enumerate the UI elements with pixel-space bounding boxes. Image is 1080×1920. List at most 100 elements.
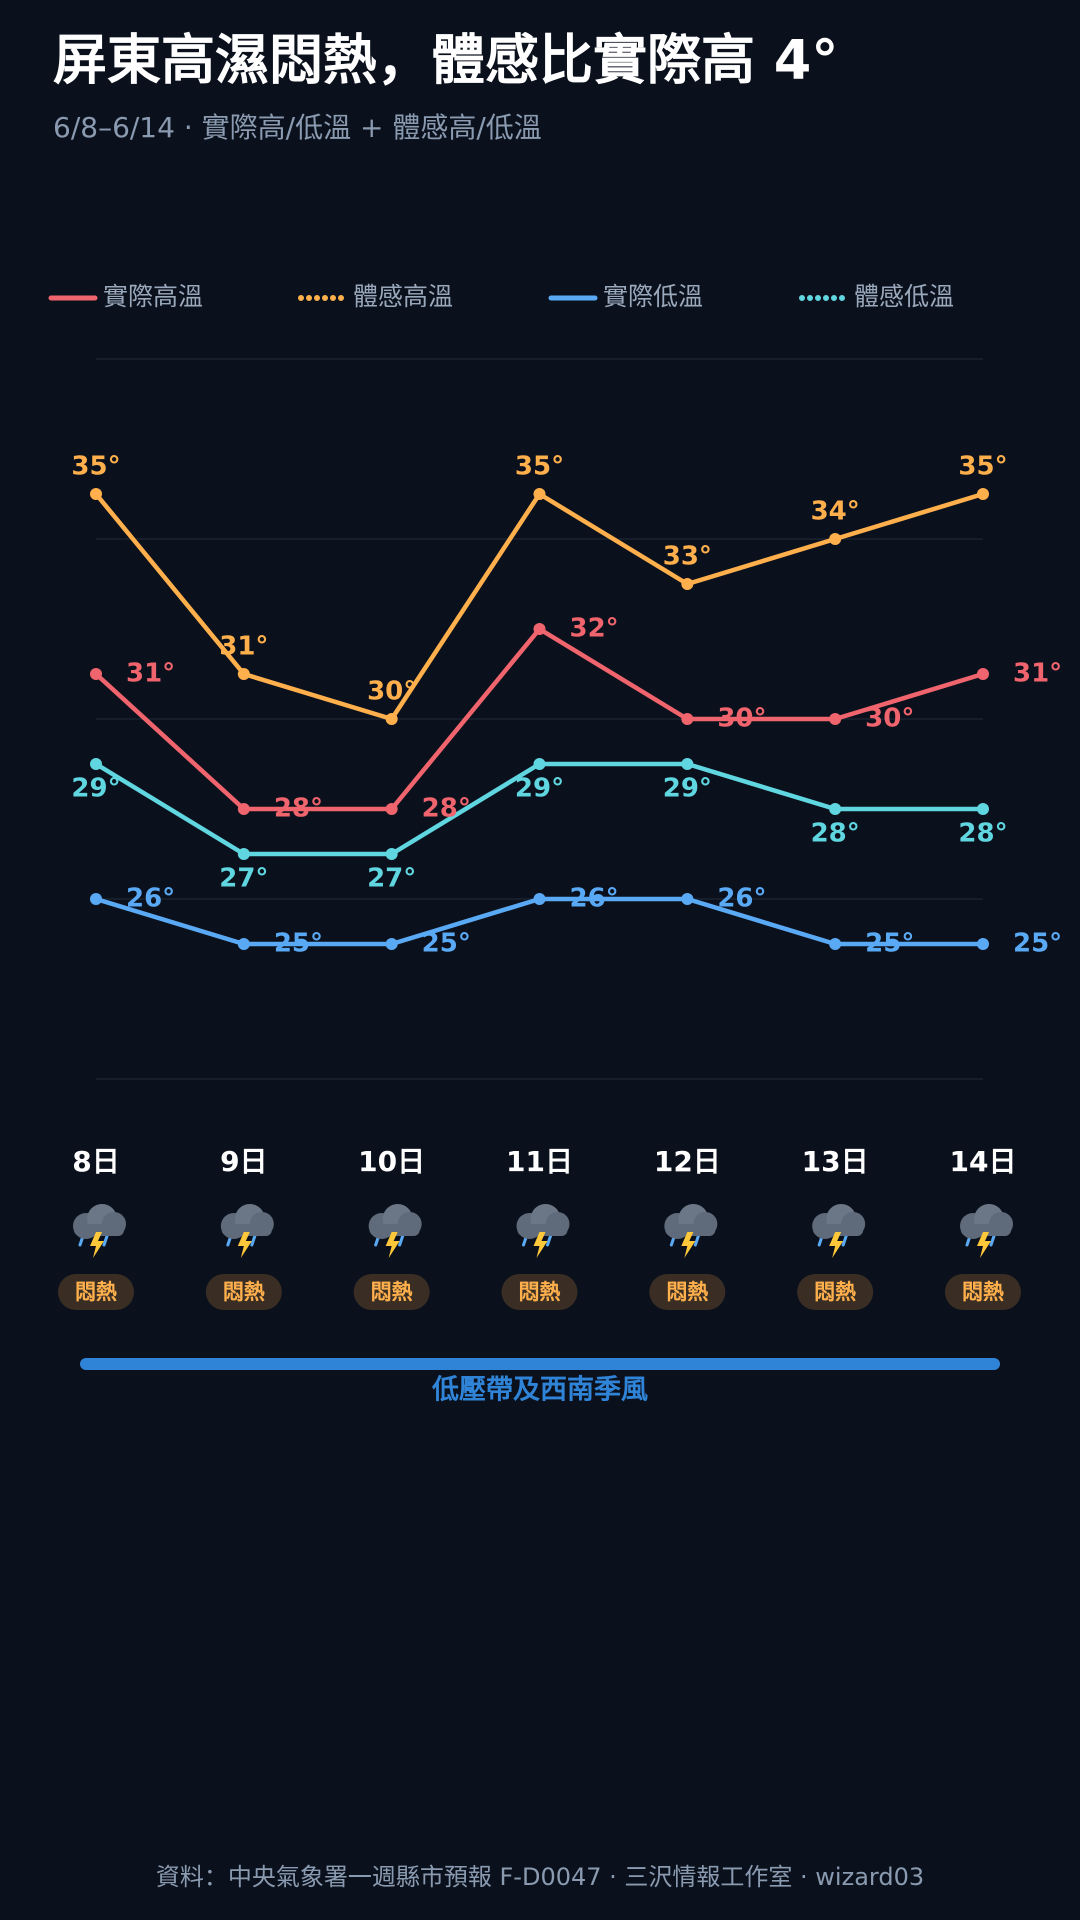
cloud: [221, 1224, 272, 1236]
condition-label: 悶熱: [962, 1280, 1004, 1304]
value-label: 35°: [515, 452, 564, 482]
condition-label: 悶熱: [75, 1280, 117, 1304]
data-point: [237, 803, 250, 815]
lightning: [681, 1232, 696, 1258]
condition-badge: [945, 1274, 1021, 1310]
condition-badge: [649, 1274, 726, 1310]
data-point: [90, 758, 102, 770]
condition-badge: [797, 1274, 874, 1310]
value-label: 27°: [219, 864, 268, 894]
legend-label: 實際低溫: [603, 282, 703, 311]
value-label: 25°: [865, 929, 914, 959]
value-label: 31°: [219, 632, 268, 662]
cloud: [961, 1224, 1011, 1236]
data-point: [90, 488, 102, 500]
cloud: [74, 1224, 124, 1236]
value-label: 27°: [367, 864, 416, 894]
lightning: [829, 1232, 844, 1258]
value-label: 34°: [811, 497, 860, 527]
legend-label: 體感高溫: [353, 282, 453, 311]
value-label: 35°: [958, 452, 1007, 482]
value-label: 31°: [1013, 659, 1062, 689]
x-tick-label: 9日: [220, 1145, 267, 1178]
lightning: [977, 1232, 991, 1258]
data-point: [385, 938, 398, 950]
data-point: [977, 668, 989, 680]
data-point: [681, 893, 694, 905]
data-point: [90, 668, 102, 680]
condition-badge: [58, 1274, 134, 1310]
weather-icon: [368, 1204, 422, 1258]
cloud: [665, 1224, 716, 1236]
x-tick-label: 11日: [506, 1145, 573, 1178]
value-label: 28°: [958, 819, 1007, 849]
value-label: 29°: [515, 774, 564, 804]
value-label: 25°: [274, 929, 323, 959]
condition-label: 悶熱: [371, 1280, 413, 1304]
data-point: [90, 893, 102, 905]
x-tick-label: 14日: [950, 1145, 1017, 1178]
legend-label: 體感低溫: [854, 282, 954, 311]
weather-icon: [812, 1204, 866, 1258]
data-point: [237, 848, 250, 860]
data-point: [385, 803, 398, 815]
data-point: [533, 893, 546, 905]
value-label: 31°: [126, 659, 175, 689]
data-point: [829, 713, 842, 725]
condition-badge: [205, 1274, 282, 1310]
value-label: 29°: [663, 774, 712, 804]
legend-label: 實際高溫: [103, 282, 203, 311]
value-label: 26°: [126, 884, 175, 914]
data-point: [681, 758, 694, 770]
value-label: 29°: [71, 774, 120, 804]
weather-icon: [960, 1204, 1013, 1258]
data-point: [533, 758, 546, 770]
data-point: [829, 938, 842, 950]
lightning: [237, 1232, 252, 1258]
weather-icon: [664, 1204, 718, 1258]
data-point: [237, 668, 250, 680]
value-label: 30°: [717, 704, 766, 734]
series-line: [94, 491, 984, 722]
data-point: [385, 713, 398, 725]
band-label: 低壓帶及西南季風: [431, 1375, 648, 1406]
data-point: [533, 623, 546, 635]
value-label: 32°: [570, 614, 619, 644]
value-label: 25°: [1013, 929, 1062, 959]
condition-label: 悶熱: [223, 1280, 265, 1304]
x-tick-label: 12日: [654, 1145, 721, 1178]
data-point: [681, 713, 694, 725]
data-point: [977, 803, 989, 815]
weather-icon: [73, 1204, 126, 1258]
value-label: 35°: [71, 452, 120, 482]
lightning: [533, 1232, 548, 1258]
cloud: [369, 1224, 420, 1236]
chart-subtitle: 6/8–6/14 · 實際高/低溫 + 體感高/低溫: [53, 111, 542, 144]
data-point: [237, 938, 250, 950]
x-tick-label: 10日: [358, 1145, 425, 1178]
data-point: [977, 488, 989, 500]
data-point: [829, 803, 842, 815]
band-bar: [80, 1358, 1000, 1370]
chart-title: 屏東高濕悶熱，體感比實際高 4°: [53, 29, 838, 92]
data-point: [385, 848, 398, 860]
value-label: 28°: [422, 794, 471, 824]
lightning: [385, 1232, 400, 1258]
cloud: [517, 1224, 568, 1236]
data-point: [829, 533, 842, 545]
condition-badge: [501, 1274, 578, 1310]
value-label: 28°: [811, 819, 860, 849]
condition-label: 悶熱: [666, 1280, 708, 1304]
cloud: [813, 1224, 864, 1236]
weather-icon: [516, 1204, 570, 1258]
data-point: [977, 938, 989, 950]
condition-badge: [353, 1274, 430, 1310]
weather-icon: [220, 1204, 274, 1258]
data-point: [533, 488, 546, 500]
series-line: [95, 896, 983, 947]
source-note: 資料：中央氣象署一週縣市預報 F-D0047 · 三沢情報工作室 · wizar…: [156, 1863, 924, 1891]
data-point: [681, 578, 694, 590]
x-tick-label: 8日: [72, 1145, 119, 1178]
